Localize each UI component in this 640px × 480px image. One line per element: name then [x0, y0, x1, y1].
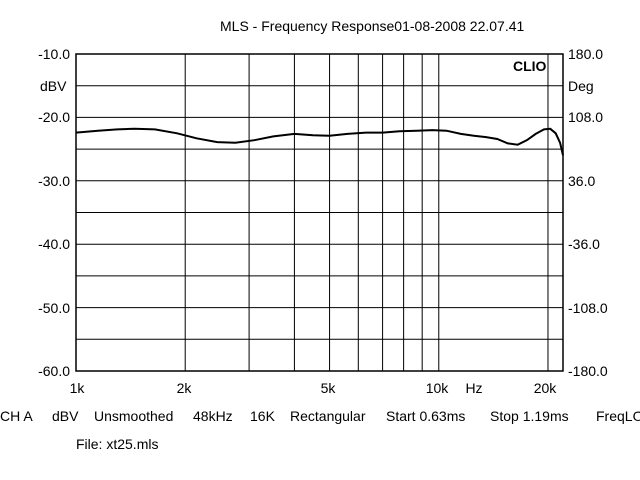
- chart-title: MLS - Frequency Response01-08-2008 22.07…: [220, 18, 525, 34]
- frequency-response-line: [75, 127, 564, 156]
- x-tick-5k: 5k: [320, 380, 336, 396]
- y-left-unit: dBV: [40, 78, 67, 94]
- status-smoothing: Unsmoothed: [94, 408, 174, 424]
- x-tick-20k: 20k: [533, 380, 557, 396]
- status-rate: 48kHz: [193, 408, 233, 424]
- status-window: Rectangular: [290, 408, 366, 424]
- x-tick-10k: 10k: [425, 380, 449, 396]
- y-tick-right-1: 108.0: [568, 109, 604, 125]
- y-tick-left-2: -30.0: [38, 173, 70, 189]
- clio-brand-label: CLIO: [513, 58, 547, 74]
- y-tick-left-4: -50.0: [38, 300, 70, 316]
- status-start: Start 0.63ms: [386, 408, 466, 424]
- x-tick-2k: 2k: [176, 380, 192, 396]
- status-channel: CH A: [0, 408, 33, 424]
- plot-frame: [75, 53, 564, 372]
- y-tick-left-3: -40.0: [38, 236, 70, 252]
- status-freq: FreqLO: [596, 408, 640, 424]
- y-tick-right-4: -108.0: [568, 300, 608, 316]
- y-tick-left-5: -60.0: [38, 363, 70, 379]
- y-tick-left-0: -10.0: [38, 46, 70, 62]
- y-tick-right-2: 36.0: [568, 173, 596, 189]
- x-tick-1k: 1k: [69, 380, 85, 396]
- x-axis-unit: Hz: [465, 380, 483, 396]
- status-unit: dBV: [52, 408, 79, 424]
- y-tick-right-3: -36.0: [568, 236, 600, 252]
- file-label: File: xt25.mls: [76, 436, 159, 452]
- status-size: 16K: [250, 408, 275, 424]
- y-tick-right-5: -180.0: [568, 363, 608, 379]
- plot-grid: [75, 53, 563, 372]
- y-tick-right-0: 180.0: [568, 46, 604, 62]
- status-stop: Stop 1.19ms: [490, 408, 569, 424]
- y-right-unit: Deg: [568, 78, 594, 94]
- status-bar: CH A dBV Unsmoothed 48kHz 16K Rectangula…: [0, 408, 640, 428]
- y-tick-left-1: -20.0: [38, 109, 70, 125]
